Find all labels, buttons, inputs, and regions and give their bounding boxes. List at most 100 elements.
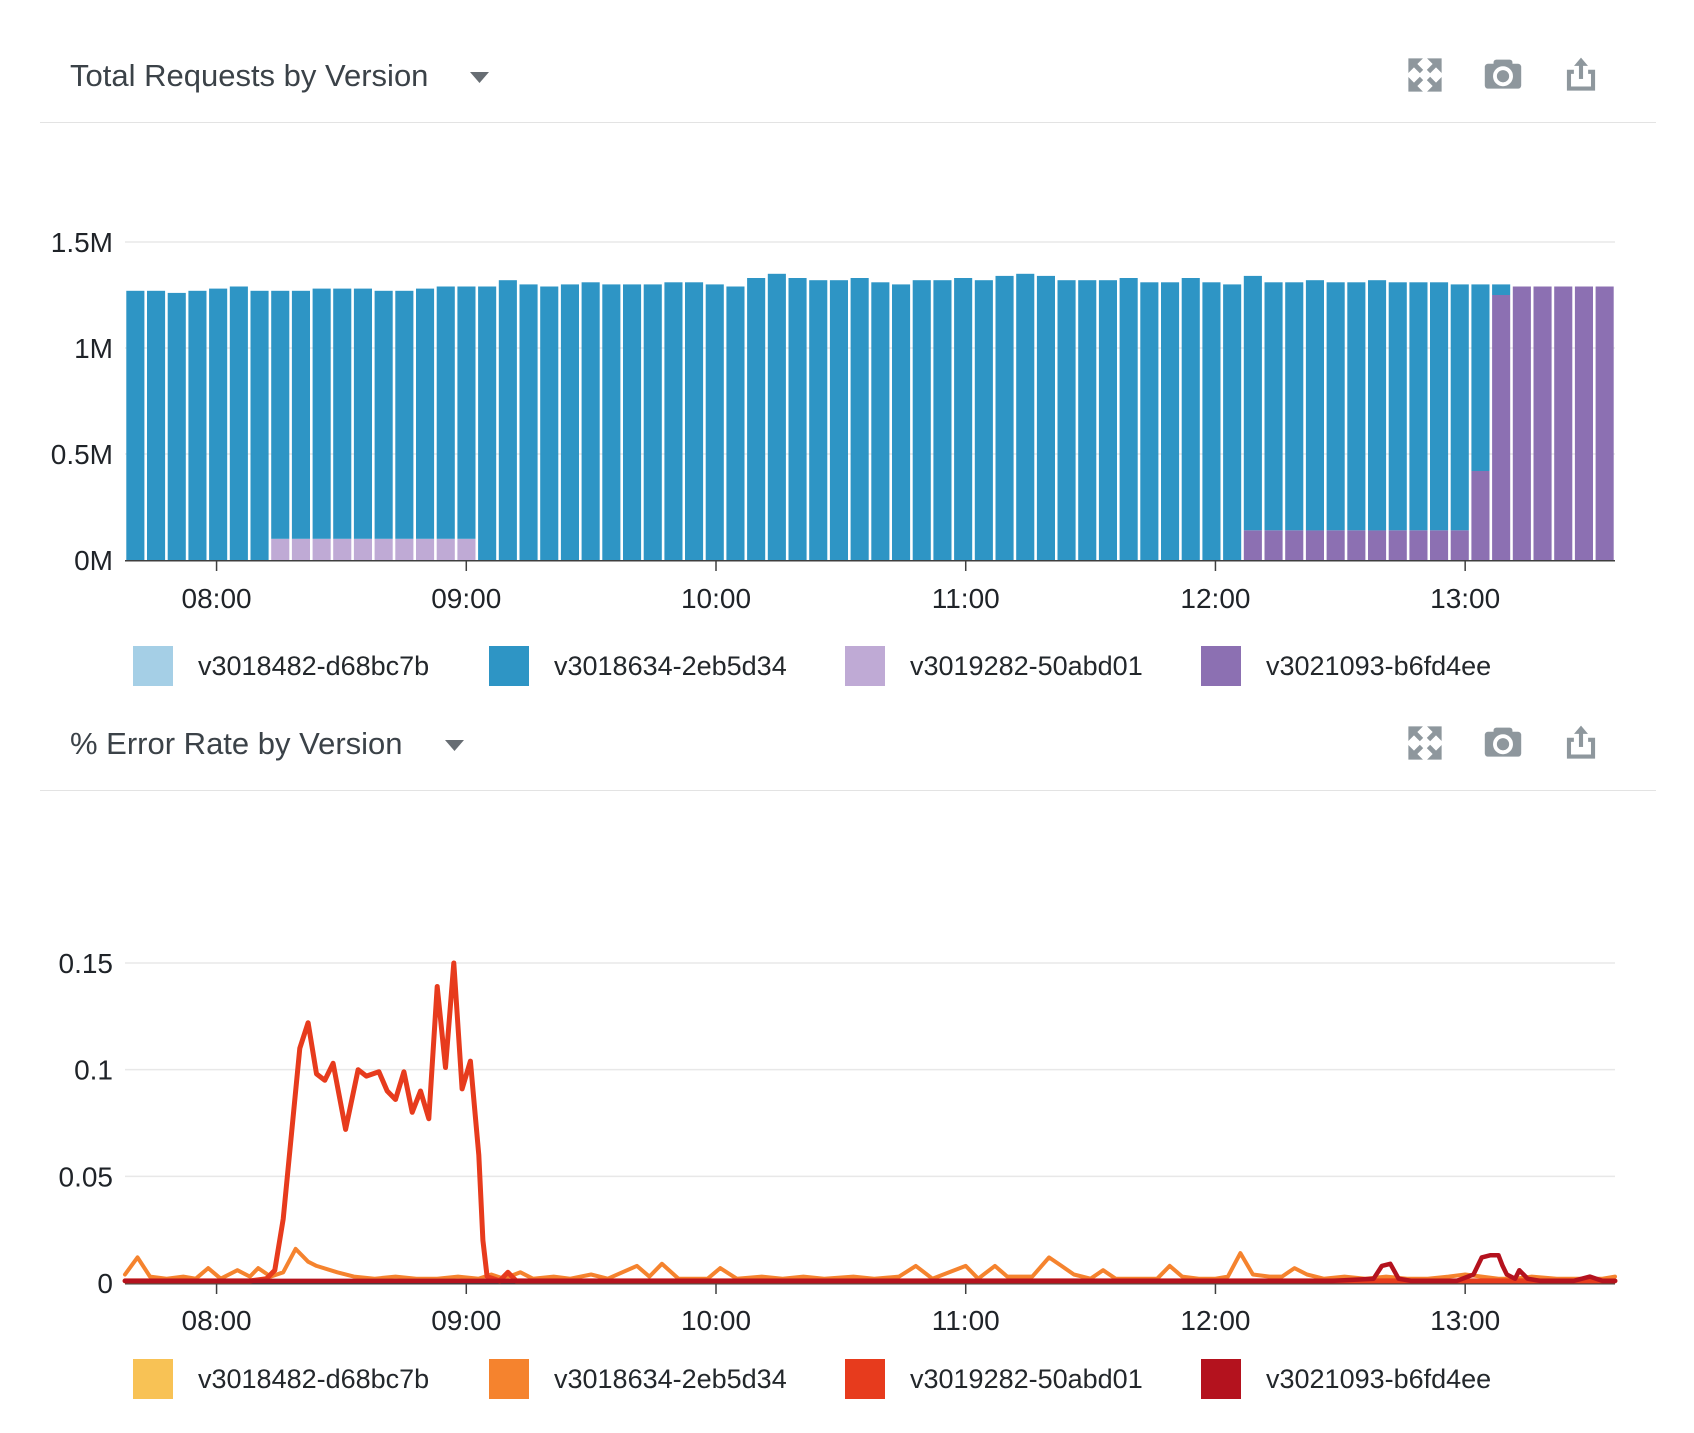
page-title: Total Requests by Version [70,57,429,93]
legend-swatch [1201,1359,1241,1399]
bar-segment [126,290,145,560]
bar-segment [540,286,559,560]
bar-segment [1119,278,1138,560]
bar-segment [788,278,807,560]
bar-segment [1264,282,1283,531]
bar-segment [643,284,662,560]
legend-item-v3018634-2eb5d34[interactable]: v3018634-2eb5d34 [489,644,787,688]
y-axis-tick-label: 0 [97,1268,113,1299]
legend-item-v3018482-d68bc7b[interactable]: v3018482-d68bc7b [133,644,429,688]
bar-segment [333,288,352,539]
bar-segment [416,538,435,560]
bar-segment [1471,284,1490,471]
bar-segment [933,280,952,560]
x-axis-tick-label: 11:00 [932,1305,1000,1336]
legend-item-v3019282-50abd01[interactable]: v3019282-50abd01 [845,644,1143,688]
bar-segment [871,282,890,560]
x-axis-tick-label: 12:00 [1180,583,1250,614]
requests-bars[interactable] [126,273,1614,560]
bar-segment [623,284,642,560]
bar-segment [1347,282,1366,531]
camera-icon[interactable] [1482,54,1524,96]
bar-segment [1450,530,1469,560]
bar-segment [436,538,455,560]
bar-segment [1388,530,1407,560]
legend-swatch [845,1359,885,1399]
x-axis-tick-label: 11:00 [932,583,1000,614]
legend-item-v3021093-b6fd4ee[interactable]: v3021093-b6fd4ee [1201,644,1491,688]
bar-segment [1326,282,1345,531]
chevron-down-icon [444,736,464,751]
bar-segment [519,284,538,560]
bar-segment [1595,286,1614,560]
bar-segment [850,278,869,560]
bar-segment [353,288,372,539]
x-axis-tick-label: 13:00 [1430,583,1500,614]
requests-title-dropdown[interactable]: Total Requests by Version [70,46,490,104]
expand-icon[interactable] [1406,724,1444,762]
bar-segment [1492,284,1511,295]
bar-segment [291,538,310,560]
y-axis-tick-label: 1M [74,333,113,364]
bar-segment [1223,284,1242,560]
bar-segment [498,280,517,560]
bar-segment [1243,275,1262,531]
line-series-v3021093-b6fd4ee [122,1253,1618,1284]
x-axis-tick-label: 09:00 [431,583,501,614]
bar-segment [1305,280,1324,531]
x-axis-tick-label: 10:00 [681,583,751,614]
bar-segment [1574,286,1593,560]
legend-label: v3019282-50abd01 [910,650,1143,681]
y-axis-tick-label: 0M [74,545,113,576]
bar-segment [1016,273,1035,560]
bar-segment [250,290,269,560]
bar-segment [312,538,331,560]
legend-item-v3021093-b6fd4ee[interactable]: v3021093-b6fd4ee [1201,1357,1491,1401]
bar-segment [291,290,310,539]
error-rate-panel-header: % Error Rate by Version [0,714,1694,772]
legend-swatch [845,646,885,686]
expand-icon[interactable] [1406,56,1444,94]
bar-segment [436,286,455,539]
bar-segment [1285,530,1304,560]
bar-segment [1161,282,1180,560]
legend-label: v3018482-d68bc7b [198,1363,430,1394]
share-icon[interactable] [1562,56,1600,94]
bar-segment [1036,275,1055,560]
share-icon[interactable] [1562,724,1600,762]
bar-segment [1368,530,1387,560]
bar-segment [1181,278,1200,560]
camera-icon[interactable] [1482,722,1524,764]
bar-segment [457,538,476,560]
x-axis-tick-label: 08:00 [182,583,252,614]
bar-segment [602,284,621,560]
bar-segment [954,278,973,560]
legend-item-v3018634-2eb5d34[interactable]: v3018634-2eb5d34 [489,1357,787,1401]
legend-swatch [133,1359,173,1399]
error-rate-lines[interactable] [122,960,1618,1284]
bar-segment [312,288,331,539]
legend-item-v3019282-50abd01[interactable]: v3019282-50abd01 [845,1357,1143,1401]
y-axis-tick-label: 0.1 [74,1055,113,1086]
bar-segment [1285,282,1304,531]
legend-label: v3018634-2eb5d34 [554,1363,787,1394]
bar-segment [1512,286,1531,560]
bar-segment [829,280,848,560]
legend-label: v3018634-2eb5d34 [554,650,787,681]
bar-segment [974,280,993,560]
bar-segment [229,286,248,560]
bar-segment [1471,471,1490,560]
bar-segment [1347,530,1366,560]
bar-segment [1140,282,1159,560]
line-series-v3019282-50abd01 [122,960,1618,1284]
legend-item-v3018482-d68bc7b[interactable]: v3018482-d68bc7b [133,1357,429,1401]
error-rate-title-dropdown[interactable]: % Error Rate by Version [70,714,464,772]
y-axis-tick-label: 1.5M [51,227,113,258]
line-series-v3018634-2eb5d34 [123,1246,1617,1281]
page-title: % Error Rate by Version [70,725,403,761]
bar-segment [1368,280,1387,531]
requests-axes: 0M 0.5M 1M 1.5M 08:00 09:00 10:00 11:00 12:00 13:… [51,227,1615,614]
bar-segment [271,538,290,560]
bar-segment [1554,286,1573,560]
